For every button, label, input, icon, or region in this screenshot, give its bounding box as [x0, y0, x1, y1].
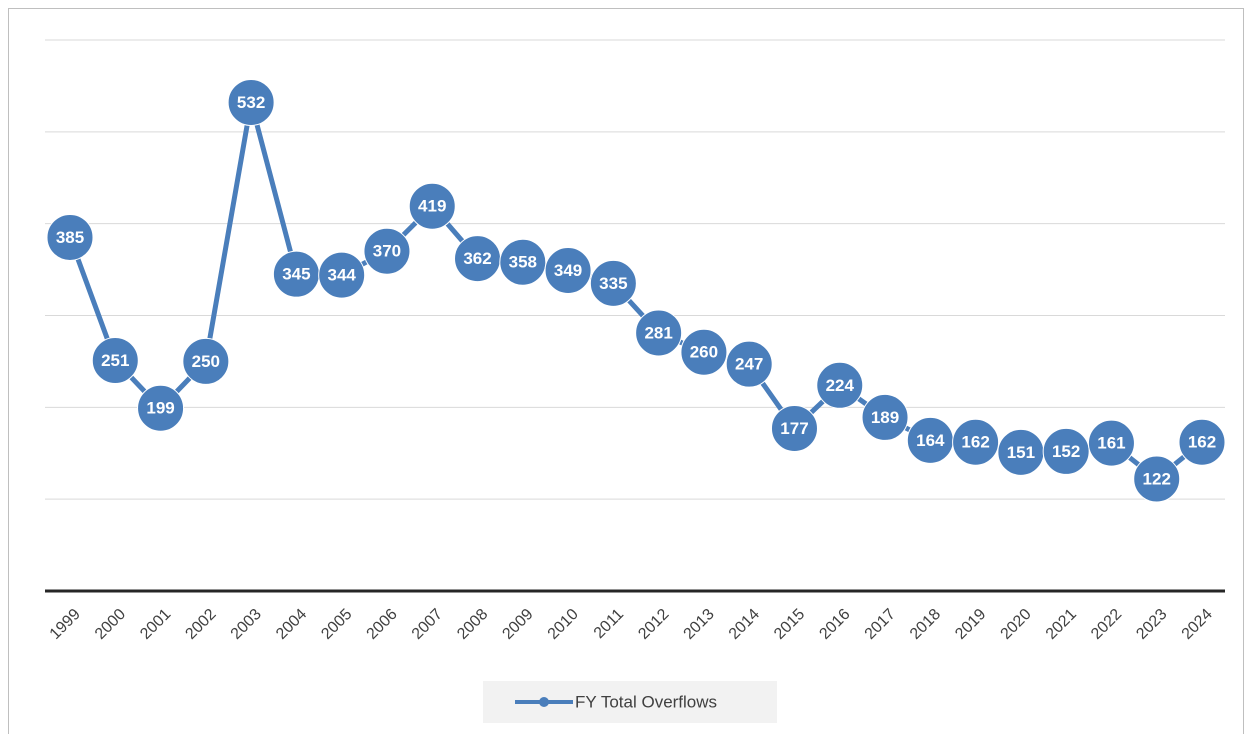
data-label: 250 — [192, 352, 220, 371]
x-tick-label: 2012 — [635, 606, 672, 643]
x-tick-label: 2004 — [273, 606, 310, 643]
data-label: 152 — [1052, 442, 1080, 461]
x-tick-label: 2009 — [499, 606, 536, 643]
x-tick-label: 2002 — [182, 606, 219, 643]
marker — [408, 182, 456, 230]
data-label: 281 — [644, 323, 672, 342]
marker — [1042, 427, 1090, 475]
marker — [680, 328, 728, 376]
data-label: 189 — [871, 408, 899, 427]
x-tick-label: 2013 — [681, 606, 718, 643]
x-tick-label: 2017 — [862, 606, 899, 643]
marker — [318, 251, 366, 299]
x-tick-label: 2015 — [771, 606, 808, 643]
x-tick-label: 2010 — [545, 606, 582, 643]
data-label: 345 — [282, 265, 310, 284]
marker — [544, 247, 592, 295]
data-label: 335 — [599, 274, 627, 293]
x-tick-label: 2001 — [137, 606, 174, 643]
x-tick-label: 2022 — [1088, 606, 1125, 643]
marker — [182, 337, 230, 385]
marker — [1087, 419, 1135, 467]
x-tick-label: 2011 — [591, 606, 627, 642]
x-tick-label: 2024 — [1179, 606, 1216, 643]
chart-frame — [8, 8, 1244, 734]
legend-label: FY Total Overflows — [575, 692, 717, 711]
x-tick-label: 2014 — [726, 606, 763, 643]
data-label: 260 — [690, 343, 718, 362]
marker — [46, 213, 94, 261]
data-label: 164 — [916, 431, 945, 450]
marker — [635, 309, 683, 357]
x-tick-label: 2016 — [816, 606, 853, 643]
marker — [137, 384, 185, 432]
data-label: 532 — [237, 93, 265, 112]
marker — [1133, 455, 1181, 503]
marker — [1178, 418, 1226, 466]
x-tick-label: 2008 — [454, 606, 491, 643]
data-label: 162 — [1188, 433, 1216, 452]
x-tick-label: 2021 — [1043, 606, 1080, 643]
marker — [770, 404, 818, 452]
data-label: 419 — [418, 197, 446, 216]
x-tick-label: 2003 — [228, 606, 265, 643]
data-label: 161 — [1097, 434, 1125, 453]
data-label: 177 — [780, 419, 808, 438]
marker — [227, 78, 275, 126]
marker — [363, 227, 411, 275]
series-line — [67, 99, 1204, 482]
x-tick-label: 2007 — [409, 606, 446, 643]
marker — [952, 418, 1000, 466]
data-label: 385 — [56, 228, 84, 247]
x-tick-label: 2023 — [1133, 606, 1170, 643]
data-label: 362 — [463, 249, 491, 268]
marker — [861, 393, 909, 441]
data-label: 358 — [509, 253, 537, 272]
data-label: 344 — [327, 266, 356, 285]
x-tick-label: 2020 — [998, 606, 1035, 643]
x-tick-label: 2018 — [907, 606, 944, 643]
data-label: 370 — [373, 242, 401, 261]
data-label: 162 — [961, 433, 989, 452]
data-label: 349 — [554, 261, 582, 280]
data-label: 224 — [826, 376, 855, 395]
x-tick-label: 2005 — [318, 606, 355, 643]
marker — [499, 238, 547, 286]
data-label: 247 — [735, 355, 763, 374]
data-label: 199 — [146, 399, 174, 418]
legend-marker — [539, 697, 549, 707]
x-tick-label: 2006 — [364, 606, 401, 643]
x-tick-label: 2000 — [92, 606, 129, 643]
x-tick-label: 2019 — [952, 606, 989, 643]
marker — [816, 361, 864, 409]
marker — [725, 340, 773, 388]
x-tick-label: 1999 — [47, 606, 84, 643]
marker — [589, 259, 637, 307]
data-label: 151 — [1007, 443, 1035, 462]
data-label: 122 — [1143, 469, 1171, 488]
marker — [91, 336, 139, 384]
data-label: 251 — [101, 351, 129, 370]
